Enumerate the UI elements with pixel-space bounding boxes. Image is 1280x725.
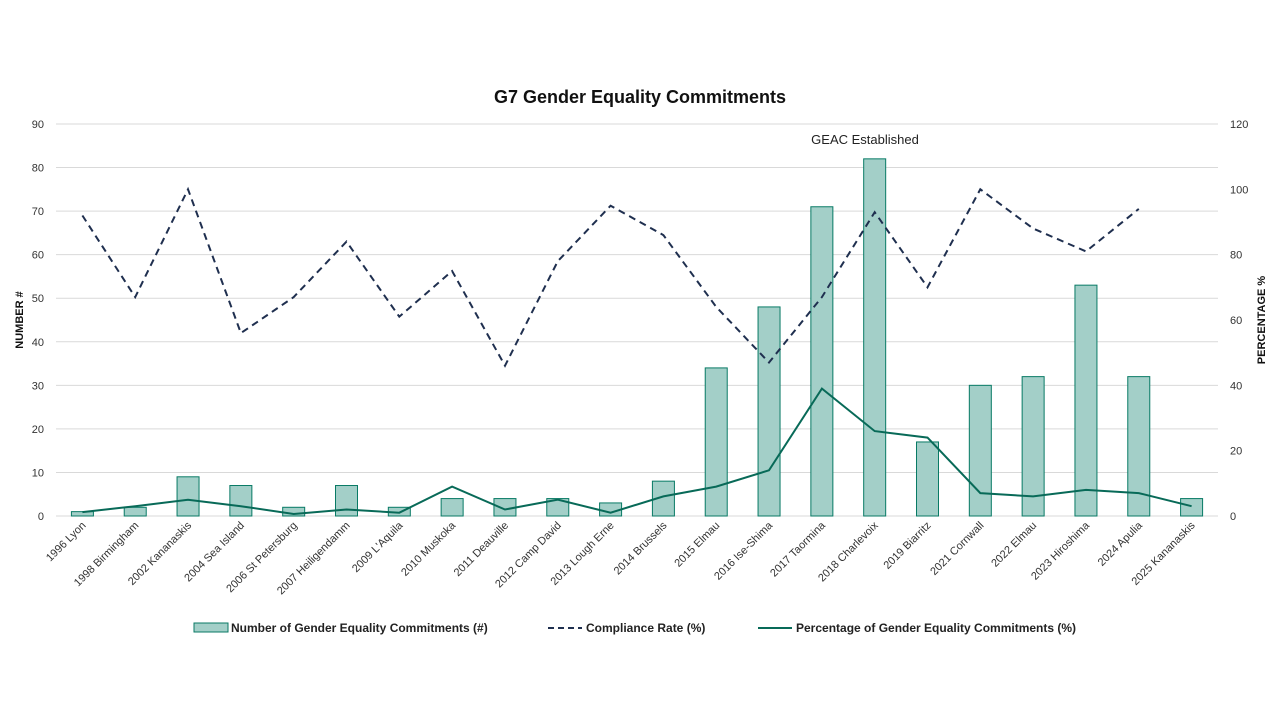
bar-2010-muskoka	[440, 498, 464, 517]
y-tick-label: 0	[38, 511, 44, 523]
y-tick-label: 80	[32, 163, 44, 175]
x-tick-label: 2019 Biarritz	[881, 520, 933, 572]
bar-2023-hiroshima	[1074, 284, 1098, 517]
bar-2022-elmau	[1021, 376, 1045, 517]
x-tick-label: 2017 Taormina	[768, 519, 828, 579]
y-tick-label: 30	[32, 380, 44, 392]
bar-2007-heiligendamm	[335, 485, 358, 517]
percentage-line	[82, 387, 1192, 516]
x-tick-label: 2011 Deauville	[452, 520, 511, 579]
y2-axis-label: PERCENTAGE %	[1256, 276, 1268, 365]
annotation-geac: GEAC Established	[811, 132, 919, 147]
bar-2025-kananaskis	[1180, 498, 1204, 517]
y-tick-label: 10	[32, 467, 44, 479]
legend-label-percentage: Percentage of Gender Equality Commitment…	[796, 621, 1076, 635]
bar-1998-birmingham	[123, 506, 147, 517]
y-axis-label: NUMBER #	[14, 291, 26, 348]
bar-2014-brussels	[651, 480, 675, 517]
y2-tick-label: 20	[1230, 446, 1242, 458]
y2-tick-label: 80	[1230, 250, 1242, 262]
y-tick-label: 60	[32, 250, 44, 262]
bar-2017-taormina	[810, 206, 834, 517]
y-tick-label: 50	[32, 293, 44, 305]
x-tick-label: 1996 Lyon	[44, 520, 89, 565]
bar-2015-elmau	[704, 367, 728, 517]
y2-tick-label: 60	[1230, 315, 1242, 327]
x-tick-label: 2010 Muskoka	[399, 519, 459, 579]
y-tick-label: 20	[32, 424, 44, 436]
legend-label-bars: Number of Gender Equality Commitments (#…	[231, 621, 488, 635]
y-tick-label: 70	[32, 206, 44, 218]
x-tick-label: 2022 Elmau	[989, 520, 1039, 570]
y2-tick-label: 40	[1230, 380, 1242, 392]
bar-2024-apulia	[1127, 376, 1151, 517]
bar-2021-cornwall	[968, 384, 992, 517]
y2-tick-label: 120	[1230, 119, 1248, 131]
x-tick-label: 2024 Apulia	[1096, 519, 1146, 569]
bar-2019-biarritz	[916, 441, 939, 517]
y-tick-label: 40	[32, 337, 44, 349]
x-tick-label: 2014 Brussels	[612, 519, 670, 577]
x-tick-label: 2015 Elmau	[672, 520, 722, 570]
y2-tick-label: 0	[1230, 511, 1236, 523]
bar-2012-camp-david	[546, 498, 570, 517]
y2-tick-label: 100	[1230, 184, 1248, 196]
bar-2016-ise-shima	[757, 306, 781, 517]
legend-swatch-bars	[193, 622, 229, 633]
bar-1996-lyon	[70, 511, 94, 517]
legend: Number of Gender Equality Commitments (#…	[193, 621, 1076, 635]
x-tick-label: 2021 Cornwall	[928, 520, 986, 578]
x-tick-label: 2009 L'Aquila	[350, 519, 406, 575]
chart-title: G7 Gender Equality Commitments	[494, 87, 786, 107]
compliance-rate-line	[81, 186, 1140, 368]
bar-2004-sea-island	[229, 485, 253, 517]
bar-2002-kananaskis	[176, 476, 200, 517]
legend-label-compliance: Compliance Rate (%)	[586, 621, 705, 635]
y-tick-label: 90	[32, 119, 44, 131]
